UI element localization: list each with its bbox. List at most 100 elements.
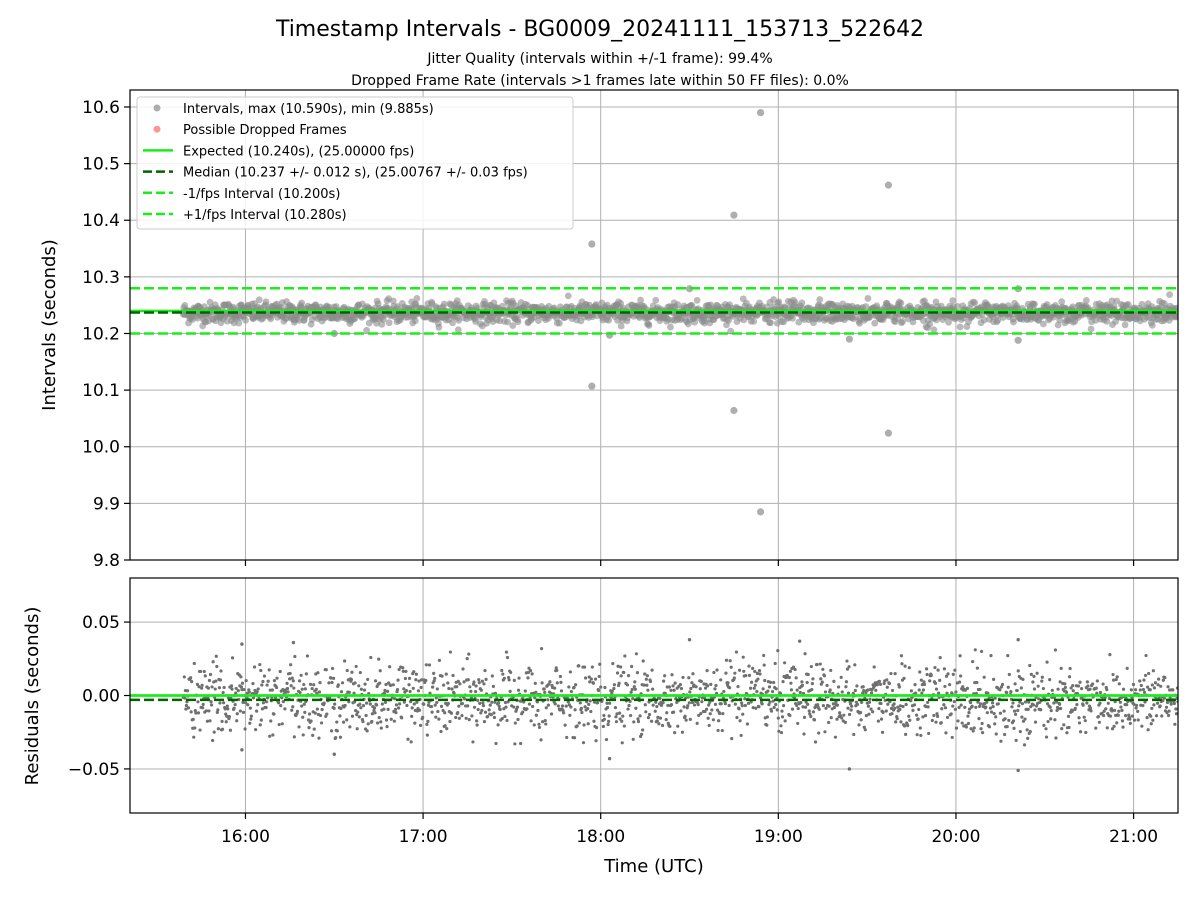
interval-point xyxy=(862,303,870,310)
residual-point xyxy=(964,725,968,729)
residual-point xyxy=(781,704,786,708)
residual-point xyxy=(776,716,780,720)
residual-point xyxy=(465,656,469,661)
residual-point xyxy=(707,723,711,728)
residual-point xyxy=(1138,679,1142,683)
residual-point xyxy=(312,727,316,731)
residual-point xyxy=(614,715,618,719)
residual-point xyxy=(1165,700,1170,705)
residual-point xyxy=(292,686,296,690)
residual-point xyxy=(330,680,334,685)
residual-point xyxy=(214,679,218,683)
residual-point xyxy=(1029,705,1033,709)
residual-point xyxy=(1040,679,1044,683)
residual-point xyxy=(340,681,345,685)
residual-point xyxy=(391,683,395,687)
residual-point xyxy=(715,708,720,712)
residual-point xyxy=(494,741,498,746)
residual-point xyxy=(1033,720,1038,724)
residual-point xyxy=(333,702,337,706)
residual-point xyxy=(872,665,876,669)
residual-point xyxy=(479,688,483,692)
residual-point xyxy=(1117,709,1121,713)
residual-point xyxy=(1169,702,1173,706)
residual-point xyxy=(1071,689,1075,693)
residual-point xyxy=(970,704,974,708)
residual-point xyxy=(621,714,625,718)
residual-point xyxy=(436,709,440,714)
residual-point xyxy=(395,688,400,692)
residual-point xyxy=(1149,714,1153,718)
residual-point xyxy=(918,670,922,674)
residual-point xyxy=(517,676,521,680)
residual-point xyxy=(236,689,240,693)
residual-point xyxy=(579,706,583,710)
residual-point xyxy=(658,716,663,720)
residual-point xyxy=(690,700,695,705)
residual-point xyxy=(679,709,683,713)
residual-point xyxy=(989,654,993,658)
residual-point xyxy=(835,717,839,721)
interval-point xyxy=(864,295,872,302)
top-ytick-label-0: 9.8 xyxy=(93,551,120,571)
residual-point xyxy=(991,705,995,709)
residual-point xyxy=(1002,709,1006,713)
residual-point xyxy=(385,725,389,729)
residual-point xyxy=(680,730,685,734)
residual-point xyxy=(1157,677,1161,681)
residual-point xyxy=(977,717,981,721)
residual-point xyxy=(508,689,512,693)
residual-point xyxy=(462,697,467,701)
residual-point xyxy=(1012,709,1017,713)
residual-point xyxy=(923,714,928,718)
residual-point xyxy=(1141,687,1146,692)
x-axis-label: Time (UTC) xyxy=(603,856,704,877)
interval-point xyxy=(1138,300,1146,308)
residual-point xyxy=(925,672,929,677)
residual-point xyxy=(470,714,474,718)
residual-point xyxy=(249,714,253,718)
residual-point xyxy=(893,672,897,676)
residual-point xyxy=(213,687,217,691)
residual-point xyxy=(394,710,398,715)
residual-point xyxy=(643,672,647,676)
residual-point xyxy=(689,686,693,691)
residual-point xyxy=(543,690,547,694)
residual-point xyxy=(194,711,198,715)
residual-point xyxy=(1066,714,1071,718)
residual-point xyxy=(411,686,415,690)
residual-point xyxy=(527,702,532,706)
residual-point xyxy=(559,680,563,684)
interval-point xyxy=(605,316,613,324)
residual-point xyxy=(425,733,429,737)
residual-point xyxy=(504,650,509,654)
residual-point xyxy=(777,729,781,733)
residual-point xyxy=(636,717,640,721)
residual-point xyxy=(532,723,536,727)
residual-point xyxy=(1028,663,1032,668)
residual-point xyxy=(274,685,279,690)
residual-point xyxy=(855,702,860,706)
residual-point xyxy=(800,683,805,687)
residual-point xyxy=(597,674,601,679)
residual-point xyxy=(1112,724,1116,728)
residual-point xyxy=(1161,678,1165,682)
residual-point xyxy=(407,683,411,687)
residual-point xyxy=(193,726,197,730)
residual-point xyxy=(706,684,710,688)
residual-point xyxy=(334,736,338,740)
residual-point xyxy=(1006,654,1010,658)
residual-point xyxy=(646,716,651,720)
residual-point xyxy=(343,659,347,663)
residual-point xyxy=(606,722,610,727)
residual-point xyxy=(1098,701,1102,705)
residual-point xyxy=(960,721,964,725)
residual-point xyxy=(811,677,815,681)
residual-point xyxy=(373,679,378,683)
residual-point xyxy=(1045,702,1050,706)
residual-point xyxy=(596,701,600,705)
residual-point xyxy=(1046,719,1050,724)
residual-point xyxy=(853,663,857,667)
interval-point xyxy=(637,296,644,304)
residual-point xyxy=(482,720,487,724)
